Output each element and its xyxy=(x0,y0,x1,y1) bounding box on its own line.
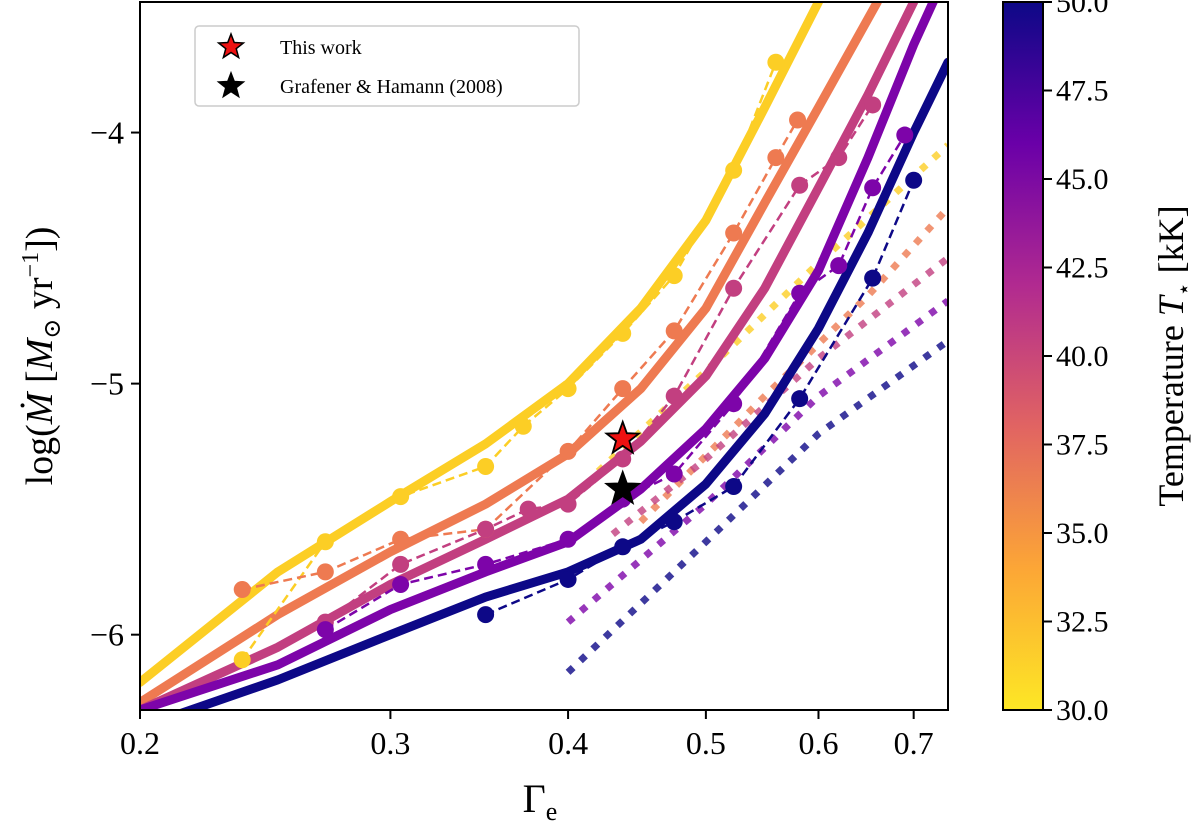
y-tick-label-1: −5 xyxy=(90,366,124,402)
legend-entry-grafener: Grafener & Hamann (2008) xyxy=(216,70,503,99)
legend-label-grafener: Grafener & Hamann (2008) xyxy=(280,76,503,98)
colorbar-gradient xyxy=(1002,1,1044,711)
star-marker-this-work xyxy=(604,419,642,455)
legend-label-this-work: This work xyxy=(280,37,362,59)
model-point-40-6 xyxy=(665,387,683,405)
x-tick-label-3: 0.5 xyxy=(686,725,726,761)
model-point-35-1 xyxy=(316,563,334,581)
asymptote-line-50 xyxy=(565,338,948,675)
model-point-30-5 xyxy=(559,380,577,398)
colorbar-tick-label-2: 35.0 xyxy=(1056,517,1109,550)
x-tick-label-4: 0.6 xyxy=(798,725,838,761)
model-point-50-5 xyxy=(791,390,809,408)
model-point-30-9 xyxy=(767,53,785,71)
fit-curve-45 xyxy=(140,2,939,710)
colorbar-tick-label-8: 50.0 xyxy=(1056,0,1109,19)
legend-star-icon-black xyxy=(216,70,246,99)
x-tick-label-1: 0.3 xyxy=(370,725,410,761)
x-axis-title: Γe xyxy=(523,776,558,826)
axes: 0.2 0.3 0.4 0.5 0.6 0.7 −6 −5 −4 xyxy=(90,115,934,761)
model-line-40 xyxy=(324,104,874,624)
model-point-45-10 xyxy=(896,126,914,144)
model-point-30-1 xyxy=(316,533,334,551)
model-point-40-4 xyxy=(559,495,577,513)
colorbar-ticks: 30.0 32.5 35.0 37.5 40.0 42.5 45.0 47.5 50.0 xyxy=(1043,0,1109,727)
model-point-30-8 xyxy=(725,161,743,179)
model-line-50 xyxy=(485,179,915,616)
model-point-45-0 xyxy=(316,621,334,639)
model-line-35 xyxy=(241,119,799,591)
model-point-50-2 xyxy=(614,538,632,556)
model-point-50-0 xyxy=(477,606,495,624)
legend-entry-this-work: This work xyxy=(216,31,362,60)
y-axis-title: log(Ṁ [M⊙ yr−1]) xyxy=(18,227,66,486)
model-point-30-7 xyxy=(665,267,683,285)
colorbar-tick-label-3: 37.5 xyxy=(1056,429,1109,462)
model-point-40-7 xyxy=(725,279,743,297)
model-point-40-10 xyxy=(864,96,882,114)
legend-box xyxy=(194,25,580,107)
model-point-45-7 xyxy=(791,284,809,302)
fit-curve-35 xyxy=(140,2,882,707)
colorbar: 30.0 32.5 35.0 37.5 40.0 42.5 45.0 47.5 50.0 Tem… xyxy=(1002,0,1196,727)
y-tick-label-0: −6 xyxy=(90,617,124,653)
model-point-35-9 xyxy=(789,111,807,129)
model-point-30-0 xyxy=(233,651,251,669)
star-marker-grafener xyxy=(604,469,642,505)
model-point-35-4 xyxy=(559,442,577,460)
model-point-50-6 xyxy=(864,269,882,287)
model-point-30-2 xyxy=(392,488,410,506)
model-point-35-2 xyxy=(392,530,410,548)
x-axis-subscript: e xyxy=(546,797,558,826)
model-point-50-7 xyxy=(905,171,923,189)
colorbar-tick-label-0: 30.0 xyxy=(1056,694,1109,727)
model-point-50-4 xyxy=(725,478,743,496)
plot-frame xyxy=(139,1,949,711)
asymptote-line-35 xyxy=(638,205,948,525)
x-tick-label-5: 0.7 xyxy=(894,725,934,761)
plot-area xyxy=(140,2,948,710)
legend-star-icon-red xyxy=(216,31,246,60)
model-point-45-9 xyxy=(864,179,882,197)
model-point-35-0 xyxy=(233,580,251,598)
model-point-35-6 xyxy=(665,322,683,340)
colorbar-tick-label-5: 42.5 xyxy=(1056,252,1109,285)
colorbar-label: Temperature T⋆ [kK] xyxy=(1151,205,1196,506)
model-point-45-3 xyxy=(559,530,577,548)
colorbar-tick-label-1: 32.5 xyxy=(1056,606,1109,639)
x-tick-label-0: 0.2 xyxy=(120,725,160,761)
fit-curve-50 xyxy=(177,57,948,710)
model-point-40-1 xyxy=(392,555,410,573)
model-point-35-8 xyxy=(767,149,785,167)
model-point-40-9 xyxy=(830,149,848,167)
y-tick-label-2: −4 xyxy=(90,115,124,151)
x-tick-label-2: 0.4 xyxy=(548,725,588,761)
model-point-35-7 xyxy=(725,224,743,242)
model-point-45-1 xyxy=(392,575,410,593)
model-point-35-5 xyxy=(614,380,632,398)
model-point-40-2 xyxy=(477,520,495,538)
model-point-45-5 xyxy=(665,465,683,483)
colorbar-tick-label-4: 40.0 xyxy=(1056,340,1109,373)
colorbar-tick-label-6: 45.0 xyxy=(1056,163,1109,196)
model-point-45-2 xyxy=(477,555,495,573)
y-axis-title-text: log(Ṁ [M⊙ yr−1]) xyxy=(18,227,66,486)
model-line-30 xyxy=(241,61,778,661)
model-point-45-6 xyxy=(725,395,743,413)
model-point-30-3 xyxy=(477,457,495,475)
model-point-40-5 xyxy=(614,450,632,468)
model-point-50-1 xyxy=(559,570,577,588)
model-point-30-6 xyxy=(614,324,632,342)
model-point-40-8 xyxy=(791,176,809,194)
legend: This work Grafener & Hamann (2008) xyxy=(194,25,580,107)
colorbar-tick-label-7: 47.5 xyxy=(1056,75,1109,108)
model-point-30-4 xyxy=(514,417,532,435)
model-point-50-3 xyxy=(665,513,683,531)
model-point-40-3 xyxy=(519,500,537,518)
model-point-45-8 xyxy=(830,257,848,275)
